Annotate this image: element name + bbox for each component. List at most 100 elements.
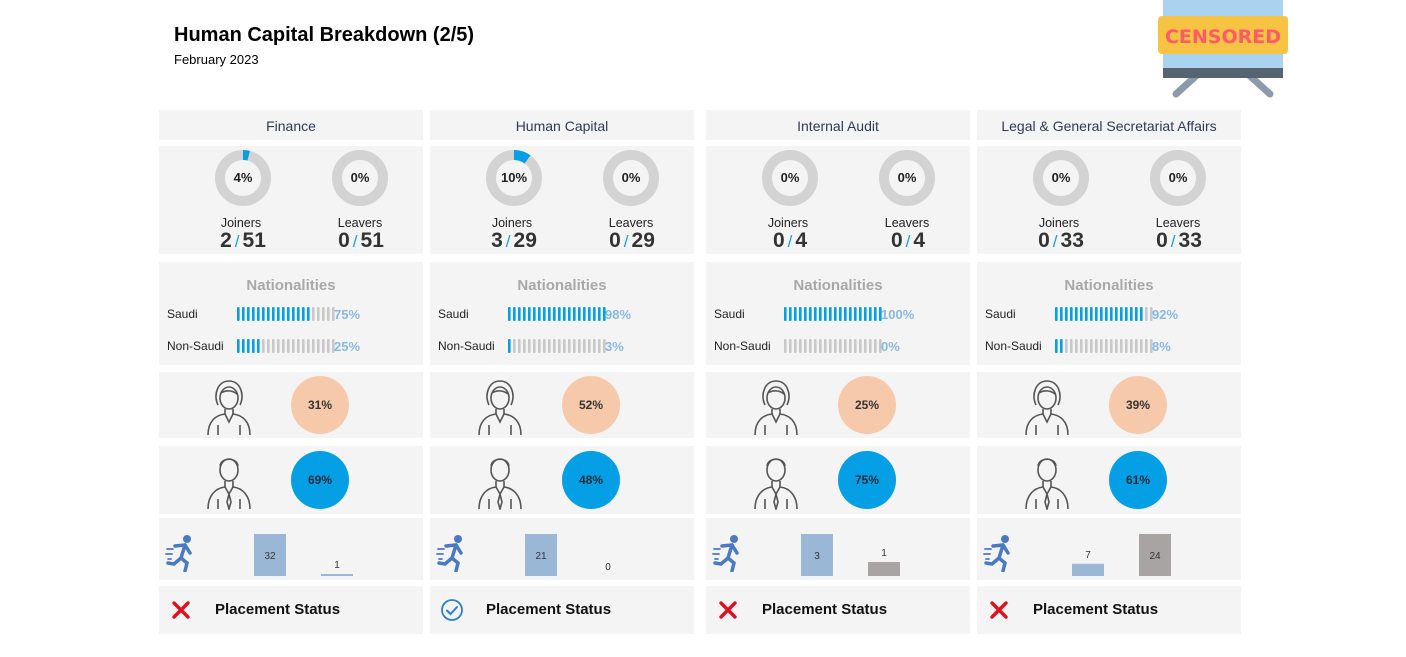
saudi-bar-segment bbox=[839, 307, 842, 321]
saudi-bar-segment bbox=[1095, 307, 1098, 321]
joiners-label: Joiners bbox=[1038, 216, 1080, 230]
tenure-panel: 7 24 bbox=[977, 518, 1241, 580]
joiners-leavers-panel: 10% 0% Joiners Leavers 3/29 0/29 bbox=[430, 146, 694, 254]
female-ratio-panel: 31% bbox=[159, 372, 423, 438]
saudi-bar-segment bbox=[257, 307, 260, 321]
non-saudi-bar-segment bbox=[1135, 339, 1138, 353]
joiners-total: 29 bbox=[513, 229, 537, 252]
leavers-total: 33 bbox=[1178, 229, 1202, 252]
cross-icon bbox=[169, 598, 193, 622]
saudi-bar-segment bbox=[1070, 307, 1073, 321]
joiners-leavers-panel: 4% 0% Joiners Leavers 2/51 0/51 bbox=[159, 146, 423, 254]
saudi-bar-segment bbox=[252, 307, 255, 321]
saudi-bar-segment bbox=[1140, 307, 1143, 321]
female-employee-icon bbox=[1022, 378, 1072, 436]
saudi-bar bbox=[237, 307, 337, 321]
tenure-panel: 21 0 bbox=[430, 518, 694, 580]
non-saudi-bar-segment bbox=[1145, 339, 1148, 353]
saudi-bar-segment bbox=[327, 307, 330, 321]
joiners-leavers-panel: 0% 0% Joiners Leavers 0/33 0/33 bbox=[977, 146, 1241, 254]
placement-status-panel: Placement Status bbox=[430, 586, 694, 634]
leavers-number: 0 bbox=[890, 229, 903, 252]
non-saudi-bar-segment bbox=[1065, 339, 1068, 353]
male-employee-icon bbox=[475, 452, 525, 512]
tenure-bar bbox=[801, 534, 833, 576]
saudi-bar-segment bbox=[809, 307, 812, 321]
non-saudi-bar-segment bbox=[533, 339, 536, 353]
leavers-total: 4 bbox=[913, 229, 926, 252]
non-saudi-bar-segment bbox=[1055, 339, 1058, 353]
saudi-label: Saudi bbox=[985, 307, 1016, 321]
placement-status-panel: Placement Status bbox=[159, 586, 423, 634]
leavers-ring bbox=[879, 150, 935, 206]
non-saudi-bar-segment bbox=[588, 339, 591, 353]
saudi-bar-segment bbox=[799, 307, 802, 321]
non-saudi-bar-segment bbox=[839, 339, 842, 353]
placement-status-panel: Placement Status bbox=[977, 586, 1241, 634]
saudi-bar-segment bbox=[1080, 307, 1083, 321]
saudi-bar-segment bbox=[1115, 307, 1118, 321]
saudi-bar-segment bbox=[593, 307, 596, 321]
placement-status-label: Placement Status bbox=[486, 601, 612, 618]
saudi-bar-segment bbox=[1055, 307, 1058, 321]
tenure-value-label: 3 bbox=[814, 551, 820, 562]
leavers-number: 0 bbox=[1156, 229, 1168, 252]
leavers-count: 0/51 bbox=[338, 229, 384, 252]
saudi-bar-segment bbox=[819, 307, 822, 321]
saudi-bar-segment bbox=[1125, 307, 1128, 321]
non-saudi-bar-segment bbox=[1090, 339, 1093, 353]
female-ratio-panel: 25% bbox=[706, 372, 970, 438]
saudi-bar-segment bbox=[568, 307, 571, 321]
non-saudi-bar-segment bbox=[814, 339, 817, 353]
joiners-label: Joiners bbox=[767, 216, 809, 230]
department-name: Finance bbox=[159, 110, 423, 140]
joiners-percent: 0% bbox=[780, 170, 800, 185]
leavers-total: 29 bbox=[631, 229, 655, 252]
non-saudi-bar-segment bbox=[1085, 339, 1088, 353]
non-saudi-bar-segment bbox=[834, 339, 837, 353]
non-saudi-bar-segment bbox=[1120, 339, 1123, 353]
saudi-bar-segment bbox=[282, 307, 285, 321]
saudi-bar-segment bbox=[804, 307, 807, 321]
saudi-bar-segment bbox=[1100, 307, 1103, 321]
saudi-bar-segment bbox=[528, 307, 531, 321]
tenure-bar bbox=[868, 562, 900, 576]
saudi-bar-segment bbox=[864, 307, 867, 321]
leavers-percent: 0% bbox=[1168, 170, 1188, 185]
joiners-count: 0/4 bbox=[772, 229, 808, 252]
tenure-bar-chart: 7 24 bbox=[1072, 534, 1171, 576]
non-saudi-bar bbox=[1055, 339, 1155, 353]
male-ratio-panel: 69% bbox=[159, 446, 423, 514]
non-saudi-bar-segment bbox=[1150, 339, 1153, 353]
female-percent: 39% bbox=[1109, 376, 1167, 434]
saudi-bar-segment bbox=[1135, 307, 1138, 321]
department-name: Legal & General Secretariat Affairs bbox=[977, 110, 1241, 140]
non-saudi-bar-segment bbox=[1060, 339, 1063, 353]
non-saudi-bar-segment bbox=[237, 339, 240, 353]
non-saudi-bar-segment bbox=[563, 339, 566, 353]
non-saudi-bar-segment bbox=[859, 339, 862, 353]
tenure-value-label: 1 bbox=[334, 560, 340, 571]
saudi-bar bbox=[784, 307, 884, 321]
female-percent: 52% bbox=[562, 376, 620, 434]
leavers-total: 51 bbox=[360, 229, 384, 252]
saudi-bar-segment bbox=[548, 307, 551, 321]
nationalities-panel: Nationalities Saudi 98% Non-Saudi 3% bbox=[430, 262, 694, 365]
non-saudi-bar-segment bbox=[282, 339, 285, 353]
saudi-label: Saudi bbox=[167, 307, 198, 321]
saudi-bar-segment bbox=[513, 307, 516, 321]
saudi-bar-segment bbox=[1120, 307, 1123, 321]
saudi-bar-segment bbox=[794, 307, 797, 321]
cross-icon bbox=[987, 598, 1011, 622]
joiners-total: 4 bbox=[795, 229, 808, 252]
saudi-bar-segment bbox=[1150, 307, 1153, 321]
non-saudi-bar-segment bbox=[578, 339, 581, 353]
nationalities-panel: Nationalities Saudi 100% Non-Saudi 0% bbox=[706, 262, 970, 365]
male-percent: 69% bbox=[291, 451, 349, 509]
non-saudi-bar-segment bbox=[508, 339, 511, 353]
joiners-count: 3/29 bbox=[491, 229, 537, 252]
leavers-ring bbox=[1150, 150, 1206, 206]
saudi-bar bbox=[508, 307, 608, 321]
placement-status-label: Placement Status bbox=[762, 601, 888, 618]
tenure-value-label: 24 bbox=[1149, 551, 1161, 562]
